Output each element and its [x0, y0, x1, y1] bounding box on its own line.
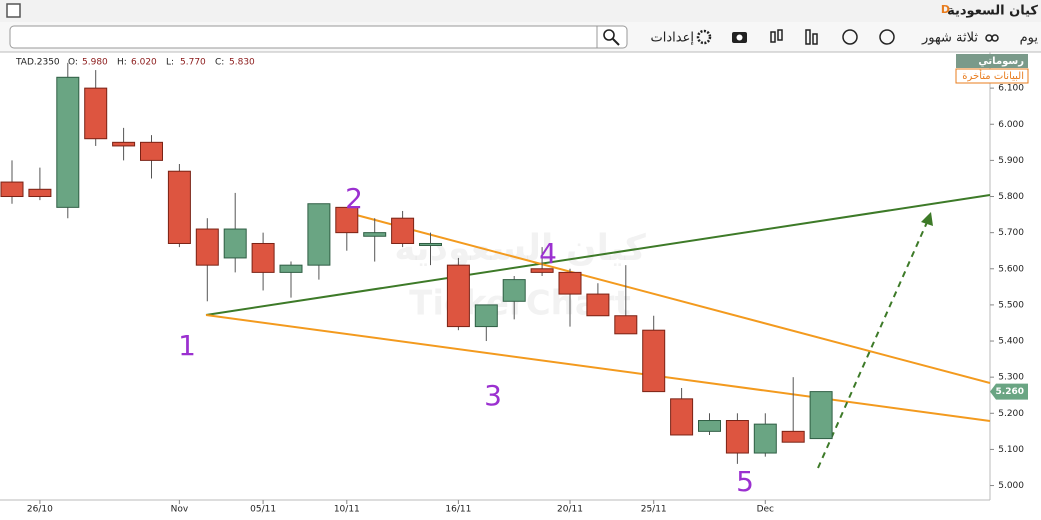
x-tick-label: 05/11 [250, 505, 276, 515]
candle-body [502, 279, 526, 302]
readout-value: 5.980 [82, 58, 108, 68]
y-tick-label: 5.100 [998, 445, 1024, 455]
candle-body [363, 232, 387, 237]
candle-body [140, 141, 163, 161]
readout-value: 6.020 [131, 58, 157, 68]
y-tick-label: 5.500 [998, 300, 1024, 310]
y-tick-label: 5.400 [998, 337, 1024, 347]
candle-body [28, 188, 52, 198]
trendline [344, 211, 991, 384]
y-tick-label: 5.300 [998, 373, 1024, 383]
candle-body [419, 242, 442, 246]
readout-value: 5.830 [229, 58, 255, 68]
readout-value: 5.770 [180, 58, 206, 68]
trendline [205, 314, 991, 422]
wave-label: 5 [736, 465, 754, 498]
candle-body [195, 228, 219, 266]
candle-body [753, 423, 777, 454]
candle-body [586, 293, 610, 317]
delayed-badge: البيانات متأخرة [962, 68, 1024, 82]
candle-body [251, 242, 275, 273]
candle-body [474, 304, 498, 328]
y-tick-label: 5.200 [998, 409, 1024, 419]
wave-label: 2 [345, 182, 363, 215]
candle-body [530, 268, 554, 273]
candle-body [558, 271, 582, 295]
projection-arrow [817, 219, 929, 469]
search-box[interactable] [9, 25, 628, 49]
candle-body [446, 264, 470, 328]
period-button[interactable]: يوم [1020, 31, 1039, 46]
trendline [205, 194, 991, 316]
camera-icon [736, 34, 743, 41]
y-tick-label: 5.000 [998, 481, 1024, 491]
bar-icon [812, 33, 818, 45]
candle-icon [777, 29, 783, 41]
watermark-text: كيان السعودية [394, 228, 646, 269]
alert-icon[interactable] [842, 29, 858, 45]
candle-body [698, 420, 721, 432]
candle-body [0, 181, 24, 198]
candle-body [614, 315, 638, 335]
wave-label: 3 [484, 379, 502, 412]
last-price-label: 5.260 [996, 387, 1024, 397]
candle-icon[interactable] [770, 31, 776, 43]
candle-body [642, 329, 666, 393]
search-icon [612, 38, 620, 46]
title-bar [0, 0, 1041, 22]
x-tick-label: Dec [757, 505, 774, 515]
y-tick-label: 5.700 [998, 228, 1024, 238]
badge [955, 68, 1029, 84]
x-tick-label: Nov [171, 505, 189, 515]
x-tick-label: 20/11 [557, 505, 583, 515]
candle-body [391, 217, 415, 244]
x-tick-label: 26/10 [27, 505, 53, 515]
y-tick-label: 6.000 [998, 120, 1024, 130]
indicator-icon[interactable] [879, 29, 895, 45]
candle-body [84, 87, 108, 140]
x-tick-label: 25/11 [641, 505, 667, 515]
readout-label: H: [117, 58, 127, 68]
settings-button[interactable]: إعدادات [651, 31, 694, 46]
candle-body [335, 206, 359, 234]
last-price-tag [990, 383, 1028, 400]
x-tick-label: 16/11 [445, 505, 471, 515]
candle-body [279, 264, 303, 273]
bar-icon[interactable] [805, 29, 811, 45]
window-title: كيان السعودية [947, 4, 1038, 19]
candle-body [167, 170, 191, 244]
y-tick-label: 6.100 [998, 84, 1024, 94]
badge [956, 54, 1028, 68]
y-tick-label: 5.600 [998, 264, 1024, 274]
candle-body [223, 228, 247, 259]
candle-body [307, 203, 331, 266]
x-tick-label: 10/11 [334, 505, 360, 515]
arrow-head [921, 212, 933, 226]
my-drawings-badge[interactable]: رسوماتي [978, 56, 1024, 67]
candle-body [112, 141, 136, 147]
y-tick-label: 5.900 [998, 156, 1024, 166]
candle-body [725, 420, 749, 454]
wave-label: 1 [178, 329, 196, 362]
wave-label: 4 [539, 237, 557, 270]
candle-body [56, 76, 80, 208]
candle-body [781, 430, 805, 443]
readout-label: O: [68, 58, 78, 68]
range-icon [991, 34, 999, 42]
badge: D [941, 3, 950, 16]
candle-body [670, 398, 694, 436]
candle-body [809, 391, 833, 440]
search-icon[interactable] [603, 29, 615, 41]
y-tick-label: 5.800 [998, 192, 1024, 202]
symbol: TAD.2350 [15, 58, 60, 68]
readout-label: C: [215, 58, 224, 68]
range-button[interactable]: ثلاثة شهور [921, 31, 978, 46]
readout-label: L: [166, 58, 174, 68]
settings-icon [696, 29, 712, 45]
window-button[interactable] [6, 3, 21, 18]
